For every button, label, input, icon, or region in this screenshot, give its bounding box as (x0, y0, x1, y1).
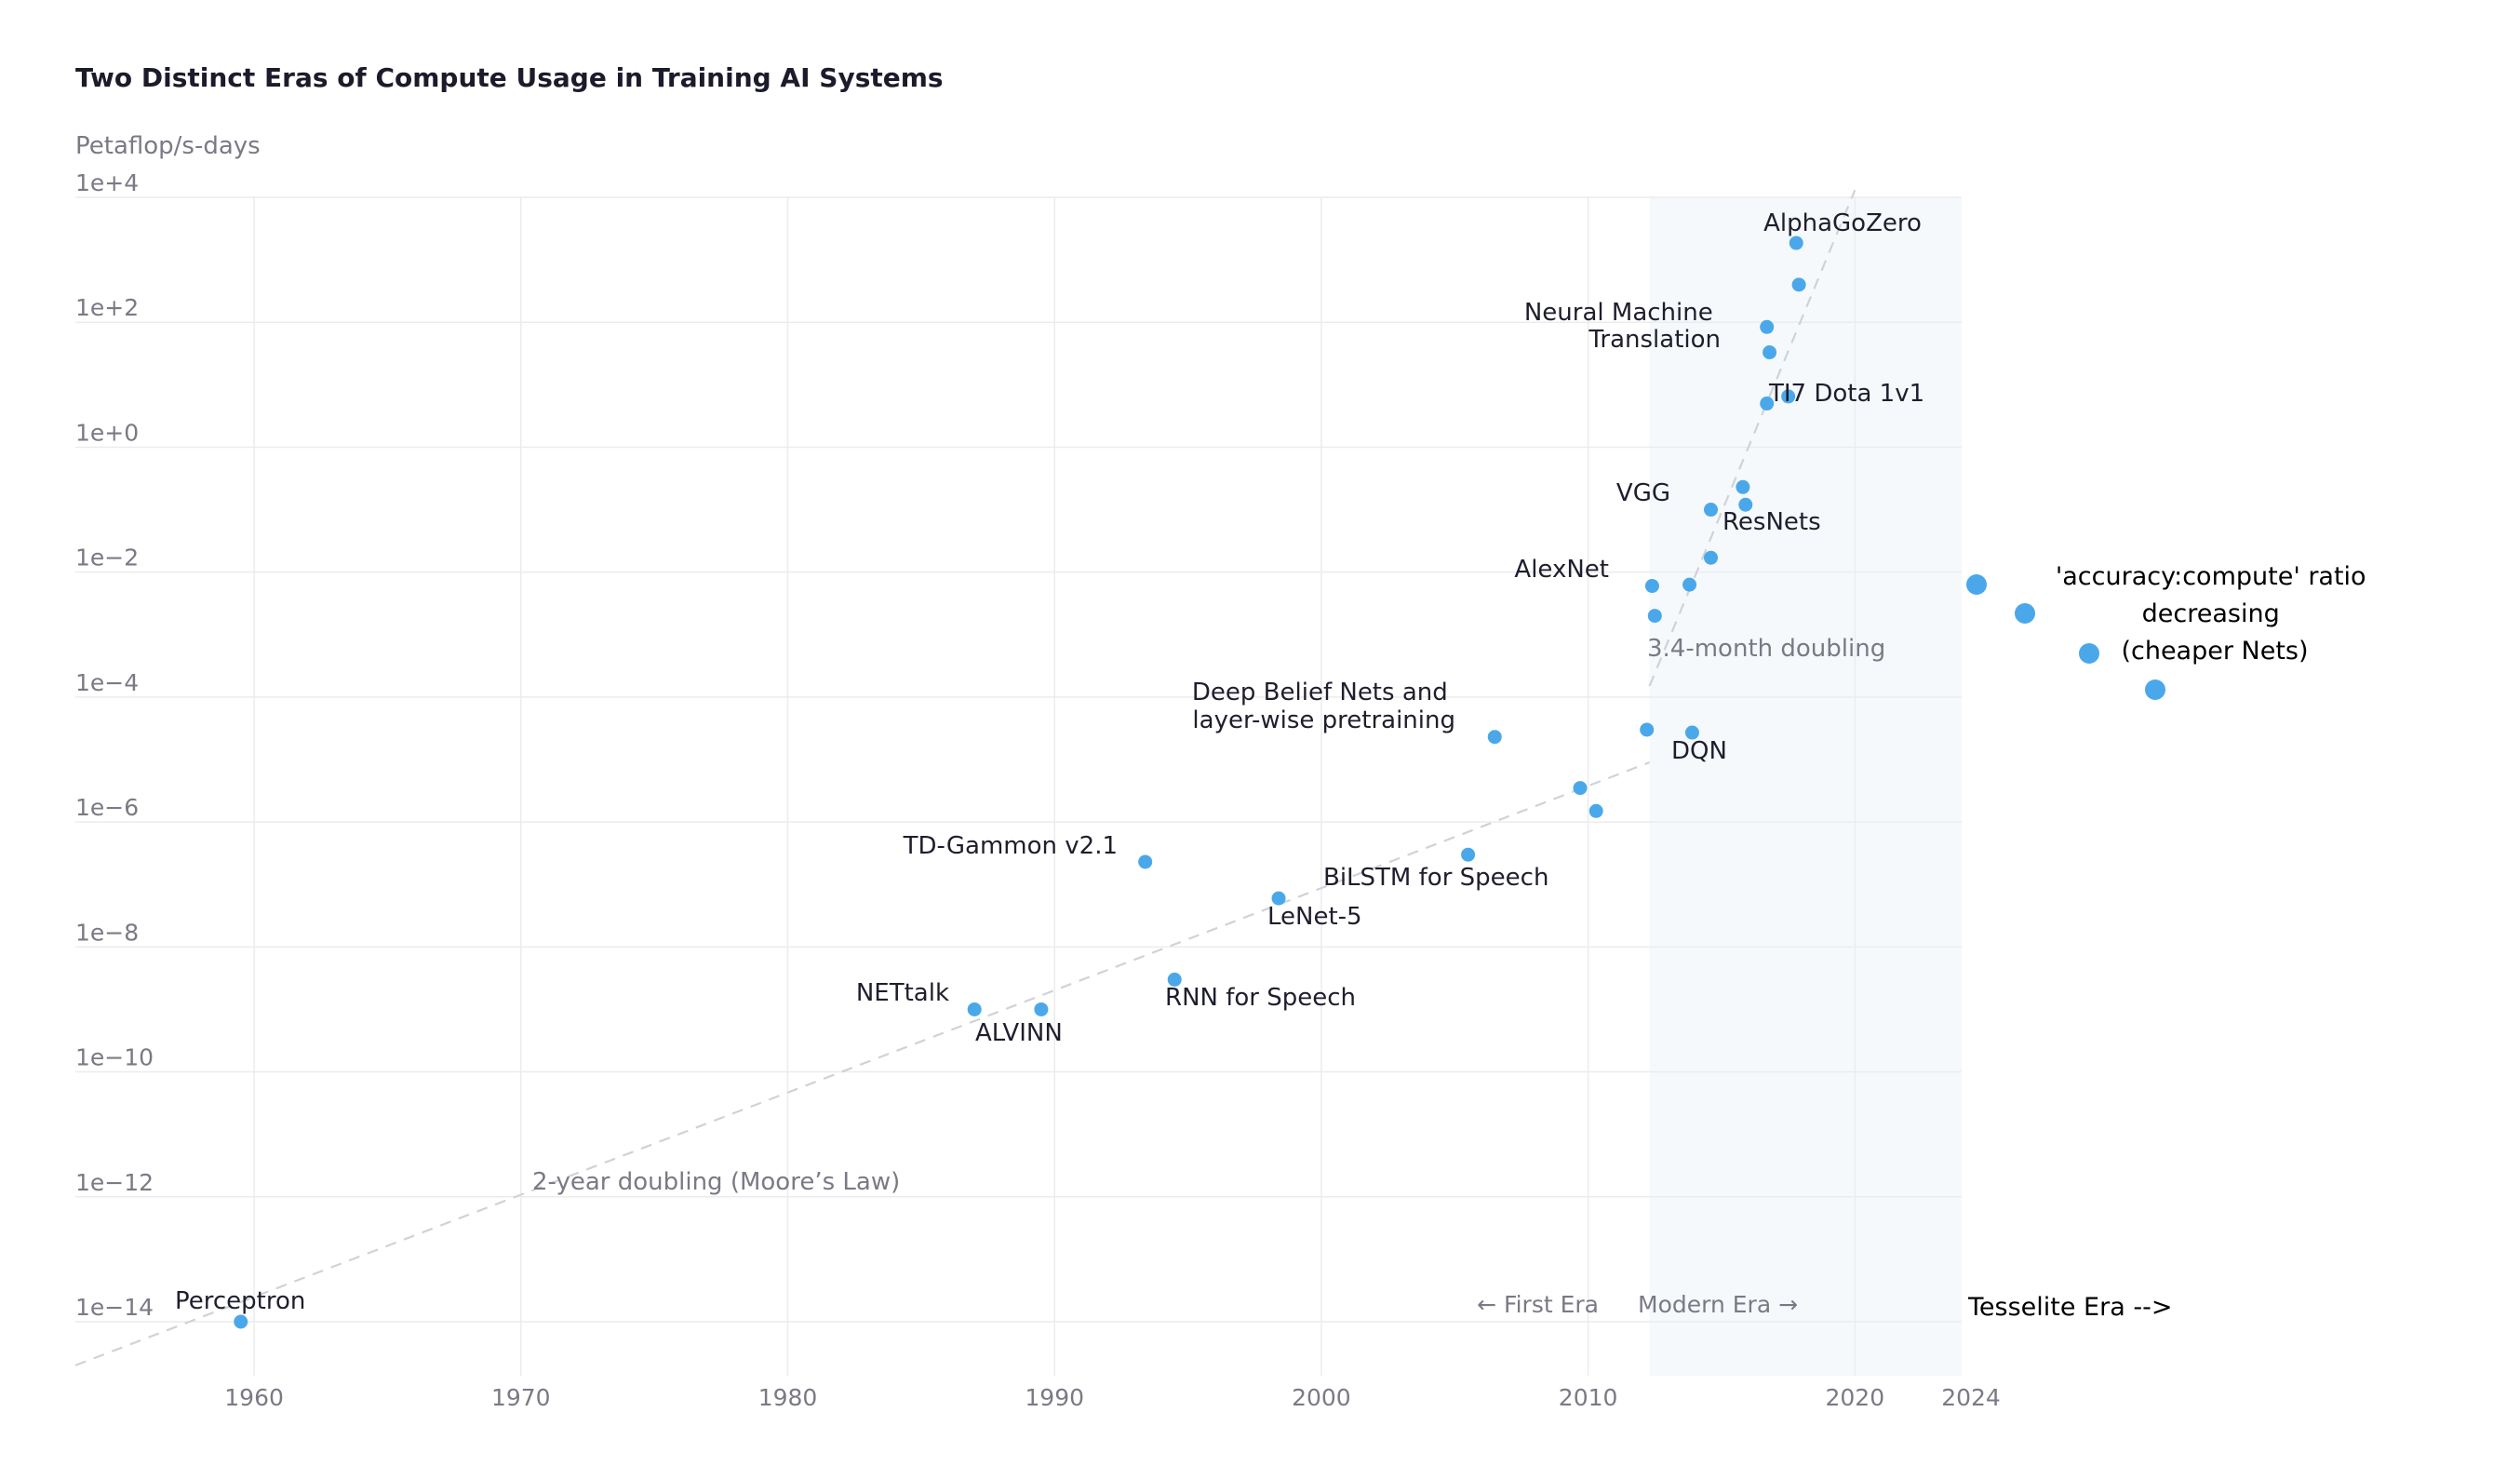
y-tick-label-2: 1e+0 (75, 419, 139, 446)
x-tick-label-2024: 2024 (1941, 1384, 2001, 1411)
tesselite-point-1 (1966, 574, 1987, 595)
label-alexnet: AlexNet (1514, 556, 1609, 584)
point-nettalk (967, 1002, 982, 1016)
tesselite-points (1966, 574, 2165, 700)
x-gridlines (253, 197, 1856, 1376)
modern-era-label: Modern Era → (1638, 1291, 1798, 1318)
point-alexnet (1644, 579, 1659, 594)
point-perceptron (234, 1314, 248, 1329)
data-points (234, 235, 1806, 1329)
x-tick-label-2000: 2000 (1292, 1384, 1351, 1411)
point-14 (1682, 577, 1697, 592)
y-tick-label-8: 1e−12 (75, 1169, 154, 1196)
point-td-gammon-v2-1 (1138, 854, 1153, 869)
y-tick-label-5: 1e−6 (75, 794, 139, 821)
label-alphagozero: AlphaGoZero (1763, 209, 1922, 237)
x-tick-label-1970: 1970 (491, 1384, 551, 1411)
x-tick-label-1980: 1980 (758, 1384, 818, 1411)
point-17 (1736, 479, 1750, 494)
y-tick-label-4: 1e−4 (75, 669, 139, 696)
tesselite-annotation-line-2: decreasing (2142, 599, 2280, 628)
point-13 (1647, 609, 1662, 624)
tesselite-point-2 (2015, 603, 2035, 624)
x-tick-label-2010: 2010 (1559, 1384, 1618, 1411)
label-perceptron: Perceptron (175, 1287, 305, 1315)
modern-era-shading (1649, 197, 1962, 1376)
y-tick-label-1: 1e+2 (75, 294, 139, 321)
tesselite-point-4 (2145, 679, 2165, 700)
fast-doubling-label: 3.4-month doubling (1647, 635, 1885, 663)
label-alvinn: ALVINN (975, 1019, 1063, 1047)
y-tick-label-0: 1e+4 (75, 169, 139, 196)
label-ti7-dota: TI7 Dota 1v1 (1768, 380, 1924, 408)
y-axis-label: Petaflop/s-days (75, 132, 261, 160)
chart-title: Two Distinct Eras of Compute Usage in Tr… (75, 62, 944, 93)
label-vgg: VGG (1616, 479, 1670, 507)
label-dqn: DQN (1671, 737, 1727, 765)
point-ti7-dota-1v1 (1781, 389, 1796, 404)
point-23 (1791, 277, 1806, 292)
point-bilstm-for-speech (1461, 847, 1476, 862)
label-td-gammon: TD-Gammon v2.1 (903, 832, 1118, 860)
point-10 (1640, 722, 1655, 737)
y-tick-label-7: 1e−10 (75, 1044, 154, 1071)
label-nettalk: NETtalk (856, 979, 949, 1007)
y-gridlines (75, 196, 1962, 1323)
trend-lines (74, 189, 1856, 1366)
point-rnn-for-speech (1167, 972, 1182, 987)
point-9 (1588, 803, 1603, 818)
point-lenet-5 (1271, 891, 1286, 906)
label-rnn-speech: RNN for Speech (1165, 984, 1356, 1012)
point-19 (1760, 397, 1775, 411)
x-tick-label-1960: 1960 (224, 1384, 284, 1411)
point-alvinn (1034, 1002, 1049, 1016)
y-tick-label-6: 1e−8 (75, 919, 139, 946)
y-tick-labels: 1e+4 1e+2 1e+0 1e−2 1e−4 1e−6 1e−8 1e−10 1e−12 1e… (75, 169, 154, 1321)
label-bilstm: BiLSTM for Speech (1323, 864, 1548, 892)
tesselite-annotation-line-1: 'accuracy:compute' ratio (2056, 562, 2366, 591)
point-dqn (1684, 725, 1699, 740)
point-alphagozero (1789, 235, 1803, 250)
y-tick-label-3: 1e−2 (75, 545, 139, 572)
point-15 (1703, 550, 1718, 565)
point-deep-belief-nets-and-layer-wise-pretraining (1487, 730, 1502, 745)
moores-law-label: 2-year doubling (Moore’s Law) (532, 1168, 900, 1196)
point-21 (1763, 345, 1777, 360)
tesselite-annotation-line-3: (cheaper Nets) (2121, 637, 2308, 666)
label-neural-machine-translation: Neural Machine Translation (1524, 299, 1721, 354)
tesselite-era-label: Tesselite Era --> (1967, 1293, 2172, 1322)
x-tick-labels: 1960 1970 1980 1990 2000 2010 2020 2024 (224, 1384, 2001, 1411)
tesselite-annotation: 'accuracy:compute' ratio decreasing (che… (2056, 562, 2374, 666)
x-tick-label-1990: 1990 (1025, 1384, 1084, 1411)
tesselite-point-3 (2079, 643, 2099, 664)
label-resnets: ResNets (1722, 508, 1821, 536)
point-vgg (1703, 503, 1718, 518)
point-8 (1573, 781, 1588, 796)
first-era-label: ← First Era (1477, 1291, 1599, 1318)
y-tick-label-9: 1e−14 (75, 1294, 154, 1321)
trend-line-0 (74, 761, 1650, 1366)
x-tick-label-2020: 2020 (1826, 1384, 1885, 1411)
point-neural-machine-translation (1760, 319, 1775, 334)
point-resnets (1738, 497, 1753, 512)
label-deep-belief-nets: Deep Belief Nets and layer-wise pretrain… (1192, 679, 1455, 734)
label-lenet5: LeNet-5 (1267, 903, 1362, 931)
